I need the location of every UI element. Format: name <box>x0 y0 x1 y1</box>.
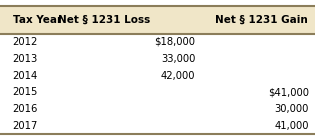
Text: 2013: 2013 <box>13 54 38 64</box>
Text: 2016: 2016 <box>13 104 38 114</box>
Text: 2014: 2014 <box>13 71 38 81</box>
Text: Net § 1231 Loss: Net § 1231 Loss <box>58 15 150 25</box>
Text: 42,000: 42,000 <box>161 71 195 81</box>
Text: $41,000: $41,000 <box>268 87 309 97</box>
Text: 2017: 2017 <box>13 121 38 131</box>
Text: 33,000: 33,000 <box>161 54 195 64</box>
Text: $18,000: $18,000 <box>154 37 195 47</box>
Text: 2012: 2012 <box>13 37 38 47</box>
Text: Net § 1231 Gain: Net § 1231 Gain <box>215 15 308 25</box>
Text: 2015: 2015 <box>13 87 38 97</box>
Text: Tax Year: Tax Year <box>13 15 62 25</box>
FancyBboxPatch shape <box>0 6 315 34</box>
Text: 41,000: 41,000 <box>274 121 309 131</box>
Text: 30,000: 30,000 <box>274 104 309 114</box>
